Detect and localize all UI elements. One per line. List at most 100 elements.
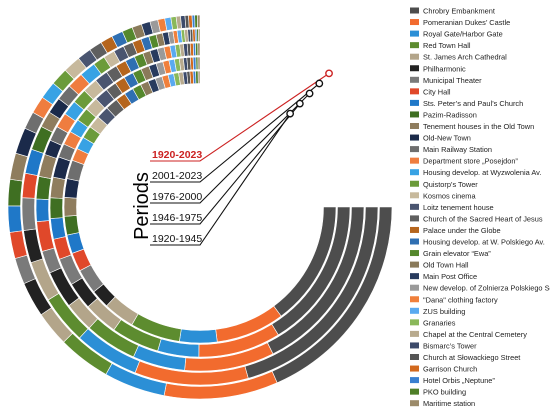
ring-segment: [50, 217, 67, 240]
ring-segment: [21, 172, 38, 199]
ring-segment: [198, 28, 201, 42]
leader-dot: [325, 69, 333, 78]
legend-swatch: [410, 250, 419, 257]
legend-label: Maritime station: [423, 399, 475, 408]
legend-swatch: [410, 76, 419, 83]
legend-label: Sts. Peter’s and Paul’s Church: [423, 99, 523, 108]
legend-swatch: [410, 19, 419, 26]
ring-segment: [7, 178, 23, 207]
ring-segment: [49, 197, 64, 219]
legend-label: Garrison Church: [423, 365, 477, 374]
legend-label: Old Town Hall: [423, 261, 469, 270]
period-leader-lines: [150, 69, 333, 246]
leader-line: [150, 83, 320, 183]
period-tick-label: 2001-2023: [152, 170, 202, 182]
legend-swatch: [410, 365, 419, 372]
leader-dot: [295, 99, 304, 108]
legend-swatch: [410, 30, 419, 37]
legend-label: Palace under the Globe: [423, 226, 501, 235]
legend-label: PKO building: [423, 388, 466, 397]
legend-label: Pazim-Radisson: [423, 110, 477, 119]
legend-label: Loitz tenement house: [423, 203, 494, 212]
ring-segment: [197, 70, 201, 84]
legend-swatch: [410, 284, 419, 291]
legend-label: Housing develop. at W. Polskiego Av.: [423, 238, 545, 247]
legend-label: Bismarc’s Tower: [423, 341, 477, 350]
legend-label: New develop. of Zolnierza Polskiego Sq.: [423, 284, 550, 293]
ring-segment: [49, 176, 66, 199]
legend-label: Pomeranian Dukes’ Castle: [423, 18, 510, 27]
legend-label: Main Railway Station: [423, 145, 492, 154]
period-tick-labels: 1920-2023 2001-2023 1976-2000 1946-1975 1920…: [152, 149, 202, 245]
ring-segment: [197, 14, 201, 28]
legend-label: City Hall: [423, 87, 451, 96]
legend-label: Main Post Office: [423, 272, 477, 281]
ring-segment: [21, 197, 37, 231]
legend-label: Housing develop. at Wyzwolenia Av.: [423, 168, 541, 177]
ring-segment: [7, 205, 23, 233]
ring-segment: [197, 56, 201, 70]
legend-swatch: [410, 134, 419, 141]
legend-swatch: [410, 215, 419, 222]
legend-swatch: [410, 7, 419, 14]
legend-swatch: [410, 65, 419, 72]
legend-label: Old-New Town: [423, 134, 471, 143]
legend-label: Royal Gate/Harbor Gate: [423, 30, 503, 39]
period-tick-label: 1976-2000: [152, 191, 202, 203]
period-tick-label: 1946-1975: [152, 212, 202, 224]
legend-swatch: [410, 238, 419, 245]
ring-segment: [35, 198, 50, 222]
legend-swatch: [410, 203, 419, 210]
ring-segment: [179, 328, 218, 344]
legend-label: "Dana" clothing factory: [423, 295, 498, 304]
legend-label: Kosmos cinema: [423, 191, 476, 200]
legend-label: ZUS building: [423, 307, 465, 316]
ring-segment: [64, 178, 80, 199]
legend-swatch: [410, 169, 419, 176]
legend-swatch: [410, 354, 419, 360]
leader-line: [150, 72, 330, 162]
legend-swatch: [410, 342, 419, 349]
legend-swatch: [410, 88, 419, 95]
legend-label: Philharmonic: [423, 64, 466, 73]
ring-segment: [35, 175, 52, 200]
legend: Chrobry Embankment Pomeranian Dukes’ Cast…: [410, 7, 550, 408]
legend-label: Department store „Posejdon”: [423, 157, 518, 166]
legend-swatch: [410, 157, 419, 164]
leader-line: [150, 113, 291, 246]
legend-swatch: [410, 192, 419, 199]
legend-swatch: [410, 99, 419, 106]
legend-swatch: [410, 319, 419, 326]
legend-swatch: [410, 180, 419, 187]
leader-line: [150, 103, 301, 225]
legend-label: Grain elevator “Ewa”: [423, 249, 491, 258]
ring-bars: [7, 14, 393, 400]
legend-label: Granaries: [423, 318, 456, 327]
legend-swatch: [410, 111, 419, 118]
legend-label: Hotel Orbis „Neptune”: [423, 376, 495, 385]
legend-label: Chrobry Embankment: [423, 7, 495, 16]
leader-line: [150, 93, 310, 204]
legend-swatch: [410, 146, 419, 153]
ring-segment: [63, 215, 80, 236]
leader-dot: [305, 89, 314, 98]
legend-swatch: [410, 377, 419, 384]
legend-swatch: [410, 261, 419, 268]
legend-label: Chapel at the Central Cemetery: [423, 330, 527, 339]
legend-label: Red Town Hall: [423, 41, 471, 50]
legend-swatch: [410, 296, 419, 303]
period-tick-label: 1920-1945: [152, 233, 202, 245]
legend-label: Municipal Theater: [423, 76, 482, 85]
legend-label: Quistorp’s Tower: [423, 180, 478, 189]
legend-label: St. James Arch Cathedral: [423, 53, 507, 62]
legend-swatch: [410, 53, 419, 60]
leader-dot: [315, 79, 324, 88]
axis-title: Periods: [131, 172, 153, 240]
leader-dot: [286, 109, 295, 118]
legend-swatch: [410, 273, 419, 280]
legend-swatch: [410, 388, 419, 395]
legend-swatch: [410, 400, 419, 407]
ring-segment: [197, 42, 201, 56]
legend-label: Church of the Sacred Heart of Jesus: [423, 214, 543, 223]
